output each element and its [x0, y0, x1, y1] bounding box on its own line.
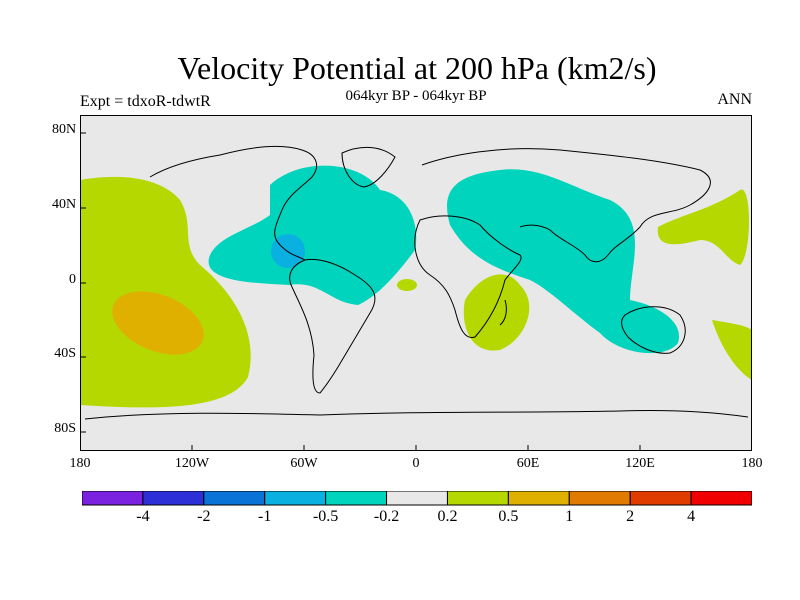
colorbar-swatch [568, 491, 631, 506]
colorbar-swatch [690, 491, 752, 506]
colorbar-swatch [142, 491, 205, 506]
positive-region-atlantic-patch [397, 279, 417, 291]
colorbar-label: -4 [136, 508, 150, 525]
negative-region-eurasia [447, 169, 680, 354]
colorbar-swatch [82, 491, 144, 506]
colorbar-swatch [629, 491, 692, 506]
positive-region-pacific [80, 176, 251, 408]
lon-tick-180w: 180 [69, 456, 91, 471]
colorbar-swatch [386, 491, 448, 506]
colorbar-label: 0.5 [498, 508, 519, 525]
colorbar-label: -2 [197, 508, 211, 525]
lon-tick-120w: 120W [174, 456, 210, 471]
colorbar-label: 1 [565, 508, 574, 525]
colorbar-label: -0.2 [373, 508, 400, 525]
coastlines [84, 145, 749, 420]
lat-tick-80n: 80N [52, 122, 77, 137]
coast-north-america [149, 145, 318, 261]
colorbar-label: -0.5 [312, 508, 339, 525]
lat-tick-0: 0 [69, 272, 76, 287]
negative-region-atlantic [208, 165, 417, 305]
lat-tick-40n: 40N [52, 197, 77, 212]
map-subtitle: 064kyr BP - 064kyr BP [345, 88, 487, 104]
colorbar-swatch [507, 491, 570, 506]
colorbar-swatch [264, 491, 327, 506]
coast-australia [621, 306, 686, 354]
lon-tick-120e: 120E [625, 456, 655, 471]
velocity-potential-map [80, 115, 752, 451]
coast-africa [414, 215, 522, 339]
lat-tick-80s: 80S [54, 421, 76, 436]
lon-tick-0: 0 [412, 456, 420, 471]
map-title: Velocity Potential at 200 hPa (km2/s) [177, 50, 657, 86]
colorbar-swatch [203, 491, 266, 506]
colorbar-label: -1 [258, 508, 272, 525]
coast-south-america [289, 258, 376, 394]
colorbar-label: 4 [687, 508, 696, 525]
coast-madagascar [499, 299, 507, 326]
lon-tick-60w: 60W [290, 456, 318, 471]
positive-region-southwest-pacific [712, 320, 752, 380]
colorbar [82, 491, 752, 506]
lon-tick-180e: 180 [741, 456, 763, 471]
season-label: ANN [717, 91, 752, 108]
experiment-label: Expt = tdxoR-tdwtR [80, 93, 211, 110]
colorbar-label: 0.2 [437, 508, 458, 525]
colorbar-swatch [446, 491, 509, 506]
lat-tick-40s: 40S [54, 346, 76, 361]
positive-region-west-pacific [657, 189, 749, 265]
positive-core-pacific [112, 291, 204, 355]
coast-eurasia [421, 148, 711, 263]
map-ticks [80, 132, 641, 451]
lon-tick-60e: 60E [516, 456, 540, 471]
colorbar-label: 2 [626, 508, 635, 525]
coast-antarctica [84, 409, 749, 420]
colorbar-swatch [325, 491, 388, 506]
coast-greenland [341, 147, 396, 188]
